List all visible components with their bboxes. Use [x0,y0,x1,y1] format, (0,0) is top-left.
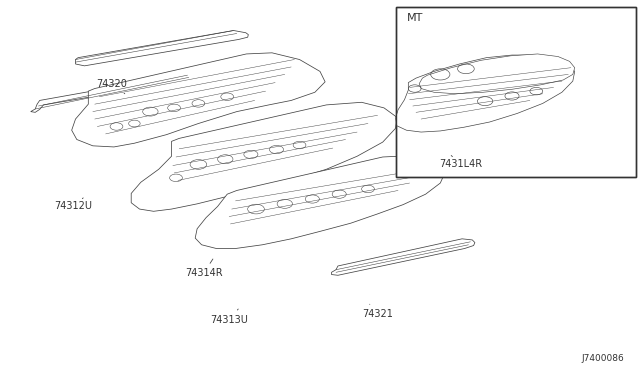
Text: 74313U: 74313U [210,309,248,325]
Text: 74321: 74321 [362,304,393,319]
Text: 74314R: 74314R [185,259,222,278]
Polygon shape [396,55,575,132]
Text: J7400086: J7400086 [581,354,624,363]
Text: 74312U: 74312U [54,198,93,211]
Polygon shape [419,54,575,94]
Polygon shape [72,53,325,147]
Text: 74320: 74320 [97,79,127,94]
Polygon shape [195,155,445,248]
Text: MT: MT [407,13,424,23]
Bar [396,7,636,177]
Polygon shape [31,74,192,112]
Bar [396,7,636,177]
Polygon shape [332,239,475,275]
Polygon shape [76,31,248,66]
Polygon shape [131,102,397,211]
Text: 7431L4R: 7431L4R [439,155,483,169]
